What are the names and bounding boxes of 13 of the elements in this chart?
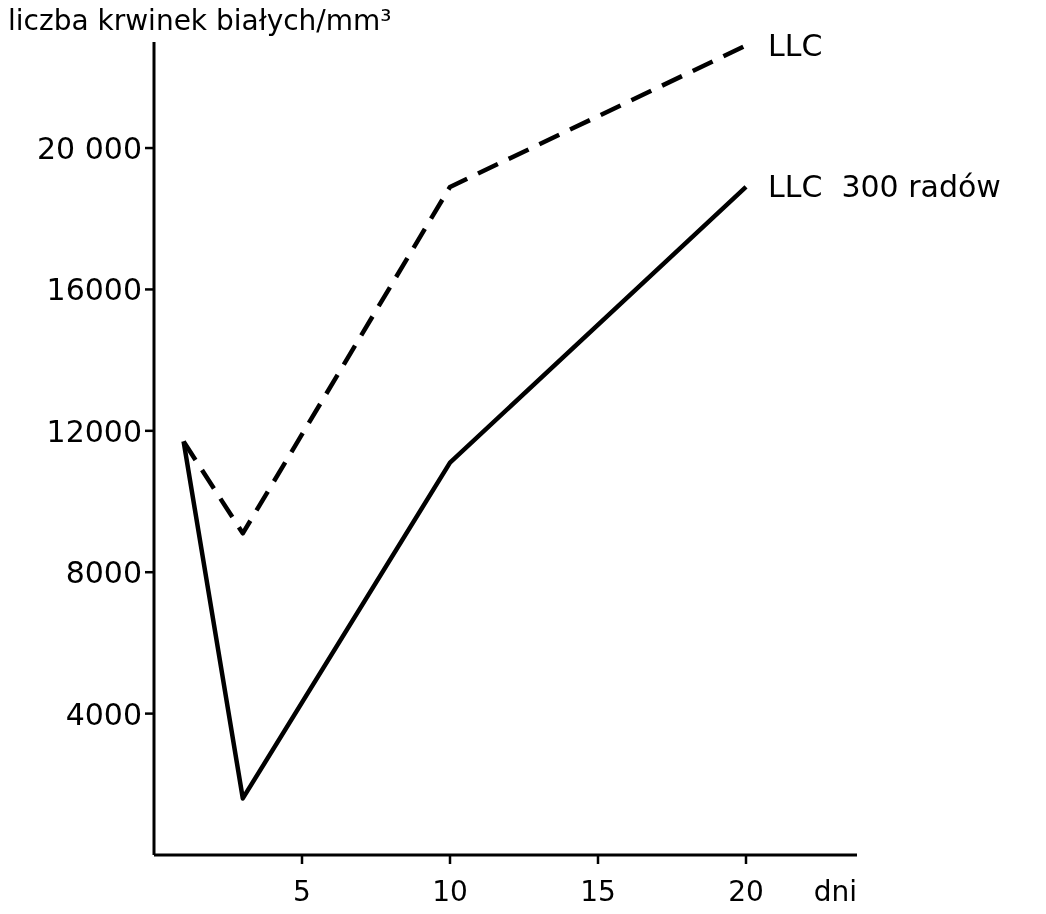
- y-axis-title: liczba krwinek białych/mm³: [8, 4, 392, 37]
- series-label: LLC 300 radów: [768, 168, 1001, 204]
- y-tick-label: 4000: [65, 696, 142, 732]
- series-label: LLC: [768, 27, 823, 63]
- x-tick-label: 15: [580, 875, 616, 908]
- x-tick-label: 20: [728, 875, 764, 908]
- y-tick-label: 20 000: [37, 131, 142, 167]
- y-tick-label: 8000: [65, 555, 142, 591]
- x-axis-title: dni: [813, 875, 857, 908]
- x-tick-label: 5: [293, 875, 311, 908]
- y-tick-label: 16000: [46, 272, 142, 308]
- y-tick-label: 12000: [46, 413, 142, 449]
- x-tick-label: 10: [432, 875, 468, 908]
